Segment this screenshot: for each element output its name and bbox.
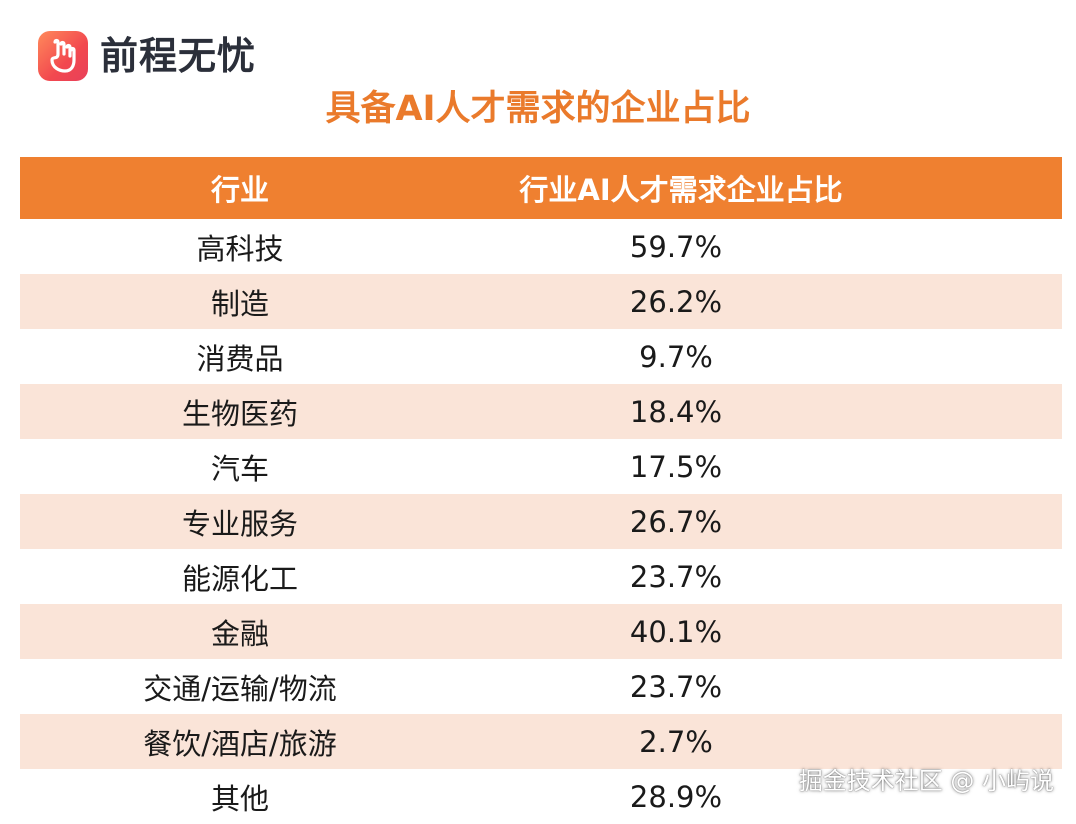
page-title: 具备AI人才需求的企业占比 (325, 89, 751, 129)
table-row: 金融 40.1% (20, 604, 1062, 659)
table-row: 汽车 17.5% (20, 439, 1062, 494)
cell-industry: 其他 (210, 781, 269, 816)
data-table: 行业 行业AI人才需求企业占比 高科技 59.7% 制造 26.2% 消费品 9.7% 生物… (20, 157, 1062, 824)
cell-ratio: 17.5% (629, 449, 723, 484)
table-row: 消费品 9.7% (20, 329, 1062, 384)
cell-ratio: 23.7% (629, 669, 723, 704)
cell-ratio: 2.7% (639, 724, 713, 759)
cell-industry: 高科技 (196, 231, 284, 266)
cell-industry: 专业服务 (181, 506, 298, 541)
brand-hand-icon (38, 31, 88, 81)
brand-name: 前程无忧 (100, 34, 257, 78)
cell-industry: 汽车 (210, 451, 269, 486)
cell-ratio: 28.9% (629, 779, 723, 814)
cell-industry: 交通/运输/物流 (143, 671, 337, 706)
table-row: 生物医药 18.4% (20, 384, 1062, 439)
table-row: 专业服务 26.7% (20, 494, 1062, 549)
cell-ratio: 26.7% (629, 504, 723, 539)
cell-ratio: 9.7% (639, 339, 713, 374)
table-row: 其他 28.9% (20, 769, 1062, 824)
table-row: 高科技 59.7% (20, 219, 1062, 274)
cell-industry: 制造 (210, 286, 269, 321)
table-row: 交通/运输/物流 23.7% (20, 659, 1062, 714)
cell-ratio: 59.7% (629, 229, 723, 264)
cell-ratio: 40.1% (629, 614, 723, 649)
table-row: 餐饮/酒店/旅游 2.7% (20, 714, 1062, 769)
cell-ratio: 26.2% (629, 284, 723, 319)
table-row: 制造 26.2% (20, 274, 1062, 329)
cell-industry: 金融 (210, 616, 269, 651)
cell-industry: 消费品 (196, 341, 284, 376)
table-header-row: 行业 行业AI人才需求企业占比 (20, 157, 1062, 219)
table-body: 高科技 59.7% 制造 26.2% 消费品 9.7% 生物医药 18.4% 汽车 17.5% 专业… (20, 219, 1062, 824)
cell-industry: 能源化工 (181, 561, 298, 596)
header-ratio: 行业AI人才需求企业占比 (519, 173, 843, 207)
cell-ratio: 18.4% (629, 394, 723, 429)
cell-industry: 生物医药 (181, 396, 298, 431)
table-row: 能源化工 23.7% (20, 549, 1062, 604)
watermark: 掘金技术社区 @ 小屿说 (798, 767, 1054, 795)
brand-logo: 前程无忧 (38, 30, 256, 82)
header-industry: 行业 (210, 173, 269, 207)
cell-industry: 餐饮/酒店/旅游 (143, 726, 337, 761)
cell-ratio: 23.7% (629, 559, 723, 594)
